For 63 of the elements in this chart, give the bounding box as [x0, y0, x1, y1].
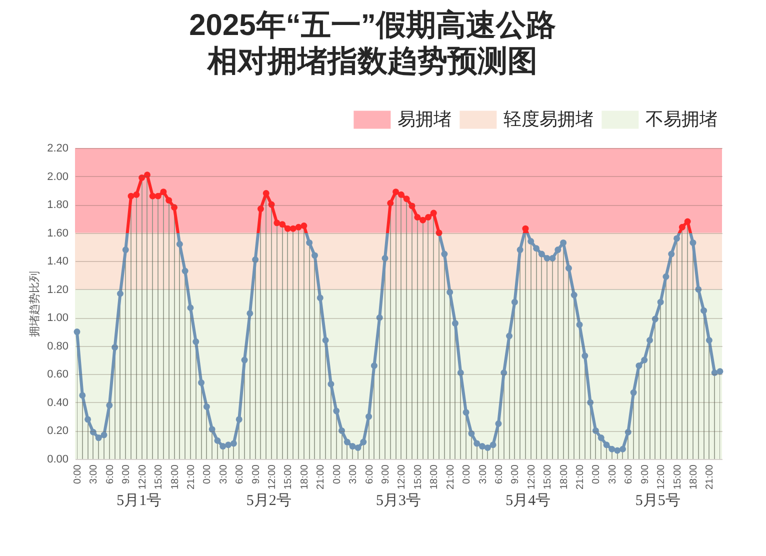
y-tick-label: 1.20: [47, 284, 68, 296]
x-tick-label: 15:00: [154, 464, 165, 490]
x-tick-label: 12:00: [656, 464, 668, 490]
x-tick-label: 0:00: [332, 464, 343, 484]
x-tick-label: 12:00: [396, 464, 408, 490]
x-tick-label: 21:00: [186, 464, 197, 490]
x-tick-label: 3:00: [607, 464, 618, 484]
y-tick-label: 0.20: [47, 425, 68, 438]
x-tick-label: 18:00: [429, 464, 440, 490]
x-tick-label: 0:00: [202, 464, 214, 484]
y-axis-title: 拥堵趋势比列: [28, 271, 42, 337]
y-tick-label: 2.00: [47, 170, 68, 183]
y-tick-label: 0.60: [47, 368, 68, 381]
y-tick-label: 1.00: [47, 312, 68, 324]
x-tick-label: 21:00: [704, 464, 716, 490]
x-tick-label: 15:00: [412, 464, 424, 490]
y-tick-label: 1.60: [47, 227, 68, 240]
x-tick-label: 9:00: [121, 464, 132, 484]
y-tick-label: 2.20: [47, 142, 68, 154]
y-tick-label: 1.80: [47, 199, 68, 212]
x-tick-label: 0:00: [462, 464, 473, 484]
x-tick-label: 9:00: [250, 464, 262, 484]
x-tick-label: 3:00: [348, 464, 360, 484]
x-tick-label: 9:00: [640, 464, 651, 484]
text: 5月3号: [376, 493, 421, 509]
x-tick-label: 6:00: [624, 464, 635, 484]
x-tick-label: 18:00: [170, 464, 181, 490]
x-tick-label: 15:00: [542, 464, 554, 490]
x-tick-label: 0:00: [72, 464, 84, 484]
x-tick-label: 3:00: [218, 464, 230, 484]
x-tick-label: 9:00: [510, 464, 522, 484]
legend-label: 易拥堵: [398, 108, 452, 129]
y-tick-label: 0.40: [47, 396, 68, 409]
x-tick-label: 9:00: [380, 464, 392, 484]
x-tick-label: 18:00: [688, 464, 700, 490]
x-tick-label: 21:00: [575, 464, 586, 490]
text: 5月5号: [635, 493, 680, 509]
legend-label: 不易拥堵: [646, 108, 718, 129]
legend-label: 轻度易拥堵: [504, 108, 594, 129]
x-tick-label: 21:00: [316, 464, 327, 490]
x-tick-label: 21:00: [445, 464, 456, 490]
x-tick-label: 3:00: [88, 464, 100, 484]
x-tick-label: 18:00: [299, 464, 310, 490]
x-tick-label: 6:00: [234, 464, 246, 484]
chart-title: 2025年“五一”假期高速公路: [189, 8, 556, 42]
x-tick-label: 18:00: [558, 464, 570, 490]
y-tick-label: 0.00: [47, 454, 68, 466]
x-tick-label: 3:00: [478, 464, 489, 484]
x-tick-label: 6:00: [494, 464, 505, 484]
x-tick-label: 15:00: [283, 464, 294, 490]
y-tick-label: 0.80: [47, 340, 68, 352]
x-tick-label: 6:00: [104, 464, 116, 484]
x-tick-label: 6:00: [364, 464, 376, 484]
x-tick-label: 15:00: [672, 464, 684, 490]
x-tick-label: 0:00: [591, 464, 602, 484]
y-tick-label: 1.40: [47, 256, 68, 268]
text: 5月1号: [116, 493, 162, 509]
text: 5月4号: [506, 493, 551, 509]
text: 5月2号: [246, 493, 292, 509]
x-tick-label: 12:00: [267, 464, 278, 490]
x-tick-label: 12:00: [526, 464, 538, 490]
x-tick-label: 12:00: [137, 464, 148, 490]
chart-subtitle: 相对拥堵指数趋势预测图: [206, 45, 538, 78]
